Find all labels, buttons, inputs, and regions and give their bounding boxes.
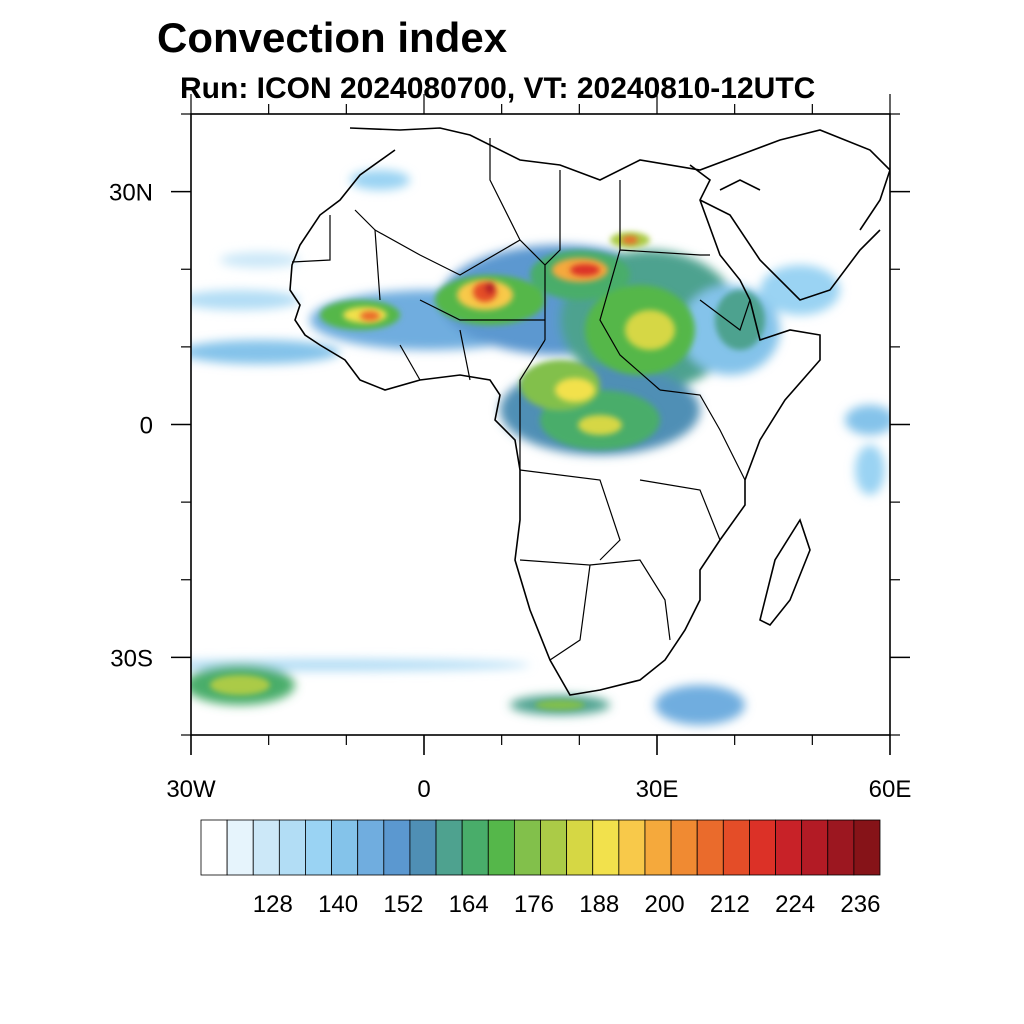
colorbar-swatch [461,819,489,876]
colorbar-swatch [252,819,280,876]
colorbar-swatch [801,819,829,876]
colorbar-swatch [644,819,672,876]
lat-tick-label: 0 [140,413,153,440]
colorbar-swatch [226,819,254,876]
colorbar-swatch [357,819,385,876]
colorbar-swatch [331,819,359,876]
colorbar-swatch [618,819,646,876]
lon-tick-label: 60E [869,776,912,803]
colorbar-swatch [853,819,881,876]
colorbar-swatch [409,819,437,876]
colorbar-label: 164 [449,891,489,918]
colorbar-label: 212 [710,891,750,918]
colorbar-label: 200 [645,891,685,918]
colorbar: 128 140 152 164 176 188 200 212 224 236 [200,819,881,918]
colorbar-swatch [670,819,698,876]
colorbar-swatch [775,819,803,876]
colorbar-swatch [827,819,855,876]
colorbar-swatch [540,819,568,876]
colorbar-swatch [592,819,620,876]
colorbar-swatch [749,819,776,876]
lon-tick-label: 0 [417,776,430,803]
map-axes: 30W 0 30E 60E 30N 0 30S [109,94,911,803]
colorbar-swatch [200,819,228,876]
colorbar-swatch [383,819,411,876]
colorbar-swatch [566,819,594,876]
colorbar-swatch [513,819,541,876]
colorbar-swatch [696,819,724,876]
lat-tick-label: 30N [109,180,153,207]
colorbar-swatch [487,819,515,876]
colorbar-label: 224 [775,891,815,918]
run-subtitle: Run: ICON 2024080700, VT: 20240810-12UTC [180,72,816,105]
country-borders [291,138,751,661]
page-title: Convection index [157,14,508,61]
colorbar-label: 176 [514,891,554,918]
colorbar-label: 152 [383,891,423,918]
lat-tick-label: 30S [110,645,153,672]
convection-field [191,170,890,725]
lon-tick-label: 30W [166,776,216,803]
colorbar-label: 236 [840,891,880,918]
colorbar-swatch [435,819,463,876]
colorbar-label: 140 [318,891,358,918]
lon-tick-label: 30E [636,776,679,803]
coastlines [289,127,890,696]
colorbar-label: 188 [579,891,619,918]
colorbar-swatch [722,819,750,876]
colorbar-swatch [305,819,332,876]
colorbar-label: 128 [253,891,293,918]
colorbar-swatch [278,819,306,876]
